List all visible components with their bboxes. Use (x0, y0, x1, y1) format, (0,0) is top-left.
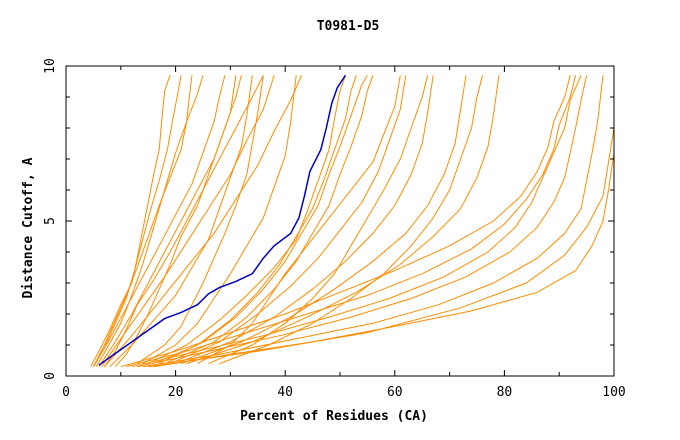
model-curve-14 (164, 75, 374, 365)
model-curve-22 (137, 75, 588, 368)
y-tick-label: 10 (43, 58, 58, 74)
x-tick-label: 0 (62, 385, 70, 400)
model-curve-27 (109, 75, 253, 368)
model-curve-3 (95, 75, 204, 367)
model-curve-8 (92, 75, 182, 367)
model-curve-26 (114, 75, 237, 368)
plot-series-layer (90, 74, 615, 368)
model-curve-4 (92, 75, 226, 367)
x-tick-label: 100 (602, 385, 625, 400)
model-curve-10 (142, 75, 297, 365)
model-curve-25 (153, 75, 615, 368)
model-curve-9 (136, 75, 264, 365)
x-tick-label: 20 (168, 385, 184, 400)
model-curve-24 (148, 75, 615, 368)
model-curve-29 (197, 75, 401, 365)
model-curve-16 (175, 75, 434, 365)
chart-title: T0981-D5 (317, 19, 380, 34)
model-curve-21 (131, 75, 582, 368)
model-curve-23 (142, 75, 604, 368)
model-curve-17 (180, 75, 467, 365)
x-tick-label: 40 (277, 385, 293, 400)
x-axis-label: Percent of Residues (CA) (240, 409, 428, 424)
axes-layer: 0 20 40 60 80 100 0 5 10 (43, 58, 626, 400)
model-curve-18 (186, 75, 500, 365)
model-curve-12 (153, 75, 357, 365)
x-tick-label: 80 (497, 385, 513, 400)
model-curve-30 (208, 75, 429, 365)
model-curve-31 (219, 75, 483, 365)
model-curve-6 (101, 75, 275, 367)
model-curve-28 (103, 75, 264, 367)
model-curve-20 (126, 75, 577, 368)
x-tick-label: 60 (387, 385, 403, 400)
model-curve-1 (90, 75, 171, 367)
y-tick-label: 5 (43, 217, 58, 225)
y-tick-label: 0 (43, 372, 58, 380)
y-axis-label: Distance Cutoff, A (21, 157, 36, 298)
highlighted-model-curve (98, 74, 347, 366)
model-curve-11 (147, 75, 346, 365)
model-curve-2 (92, 75, 193, 367)
model-curve-15 (169, 75, 407, 365)
model-curve-13 (158, 75, 368, 365)
model-curve-5 (98, 75, 242, 367)
model-curve-7 (104, 75, 303, 368)
model-curve-19 (120, 75, 571, 368)
